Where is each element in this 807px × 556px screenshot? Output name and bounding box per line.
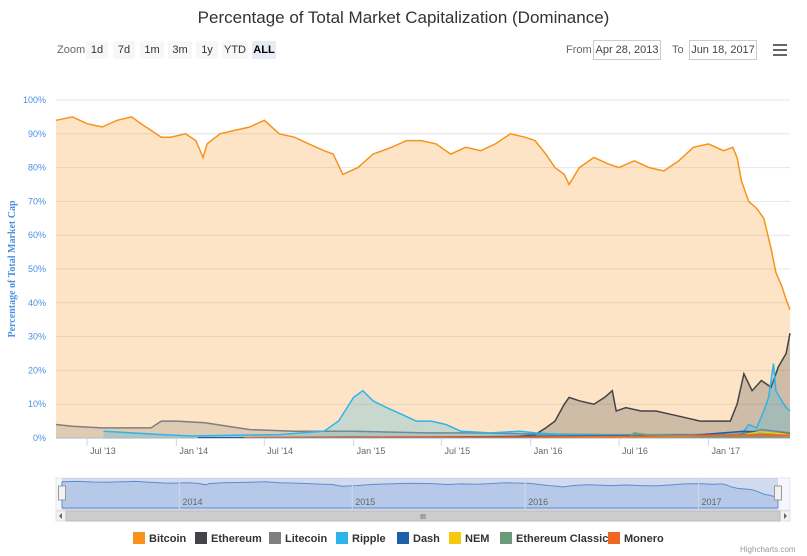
- legend-item-ethereum[interactable]: Ethereum: [195, 532, 262, 545]
- scrollbar-thumb[interactable]: [65, 510, 781, 522]
- legend-swatch: [133, 532, 145, 544]
- navigator-series: [61, 480, 779, 509]
- legend-label: Monero: [624, 533, 664, 545]
- x-tick-label: Jan '16: [534, 446, 563, 456]
- ripple-line: [103, 363, 791, 437]
- legend-item-ethereum-classic[interactable]: Ethereum Classic: [500, 532, 608, 545]
- legend-swatch: [449, 532, 461, 544]
- y-tick-label: 100%: [23, 95, 46, 105]
- navigator-left-handle[interactable]: [58, 485, 66, 501]
- to-label: To: [672, 44, 684, 56]
- bitcoin-line: [55, 116, 791, 310]
- legend-swatch: [608, 532, 620, 544]
- legend-item-nem[interactable]: NEM: [449, 532, 489, 545]
- y-tick-label: 0%: [33, 433, 46, 443]
- zoom-1d-button[interactable]: 1d: [86, 41, 108, 59]
- navigator-year-label: 2015: [355, 497, 375, 507]
- legend-item-litecoin[interactable]: Litecoin: [269, 532, 327, 545]
- y-tick-label: 30%: [28, 332, 46, 342]
- credits[interactable]: Highcharts.com: [740, 545, 796, 554]
- x-tick-label: Jul '14: [267, 446, 293, 456]
- y-tick-label: 50%: [28, 264, 46, 274]
- y-tick-label: 80%: [28, 163, 46, 173]
- legend-swatch: [336, 532, 348, 544]
- legend-item-ripple[interactable]: Ripple: [336, 532, 386, 545]
- x-tick-label: Jul '15: [444, 446, 470, 456]
- legend-label: Bitcoin: [149, 533, 187, 545]
- legend-item-dash[interactable]: Dash: [397, 532, 440, 545]
- x-tick-label: Jan '17: [711, 446, 740, 456]
- legend-label: Ethereum Classic: [516, 533, 609, 545]
- legend-label: Ripple: [352, 533, 386, 545]
- legend-item-bitcoin[interactable]: Bitcoin: [133, 532, 186, 545]
- legend-label: NEM: [465, 533, 490, 545]
- monero-area: [244, 434, 790, 438]
- legend-label: Ethereum: [211, 533, 262, 545]
- y-tick-label: 60%: [28, 230, 46, 240]
- zoom-3m-button[interactable]: 3m: [168, 41, 192, 59]
- zoom-all-button[interactable]: ALL: [252, 41, 276, 59]
- zoom-1y-button[interactable]: 1y: [196, 41, 218, 59]
- y-axis-title: Percentage of Total Market Cap: [7, 200, 18, 337]
- zoom-ytd-button[interactable]: YTD: [222, 41, 248, 59]
- x-tick-label: Jul '13: [90, 446, 116, 456]
- hamburger-menu-icon[interactable]: [773, 44, 787, 56]
- monero-line: [244, 433, 791, 439]
- legend-label: Litecoin: [285, 533, 328, 545]
- scroll-left-arrow-icon[interactable]: [59, 513, 62, 519]
- y-tick-label: 10%: [28, 399, 46, 409]
- zoom-1m-button[interactable]: 1m: [140, 41, 164, 59]
- to-date-input[interactable]: Jun 18, 2017: [689, 40, 757, 60]
- bitcoin-area: [56, 116, 790, 439]
- legend-label: Dash: [413, 533, 440, 545]
- navigator-year-label: 2016: [528, 497, 548, 507]
- legend-swatch: [500, 532, 512, 544]
- ethereum-line: [459, 333, 791, 438]
- legend-item-monero[interactable]: Monero: [608, 532, 664, 545]
- navigator-year-label: 2014: [182, 497, 202, 507]
- x-tick-label: Jan '14: [179, 446, 208, 456]
- legend-swatch: [269, 532, 281, 544]
- legend-swatch: [397, 532, 409, 544]
- x-tick-label: Jan '15: [357, 446, 386, 456]
- legend-swatch: [195, 532, 207, 544]
- y-tick-label: 20%: [28, 365, 46, 375]
- scrollbar-grip-icon: III: [420, 514, 426, 521]
- litecoin-area: [56, 421, 790, 438]
- from-label: From: [566, 44, 592, 56]
- x-tick-label: Jul '16: [622, 446, 648, 456]
- y-tick-label: 40%: [28, 298, 46, 308]
- from-date-input[interactable]: Apr 28, 2013: [593, 40, 661, 60]
- scroll-right-arrow-icon[interactable]: [784, 513, 787, 519]
- zoom-label: Zoom: [57, 44, 86, 56]
- y-tick-label: 90%: [28, 129, 46, 139]
- navigator-mask: [62, 478, 778, 510]
- navigator-year-label: 2017: [701, 497, 721, 507]
- zoom-7d-button[interactable]: 7d: [113, 41, 135, 59]
- chart-title: Percentage of Total Market Capitalizatio…: [197, 8, 610, 27]
- y-tick-label: 70%: [28, 196, 46, 206]
- navigator-right-handle[interactable]: [774, 485, 782, 501]
